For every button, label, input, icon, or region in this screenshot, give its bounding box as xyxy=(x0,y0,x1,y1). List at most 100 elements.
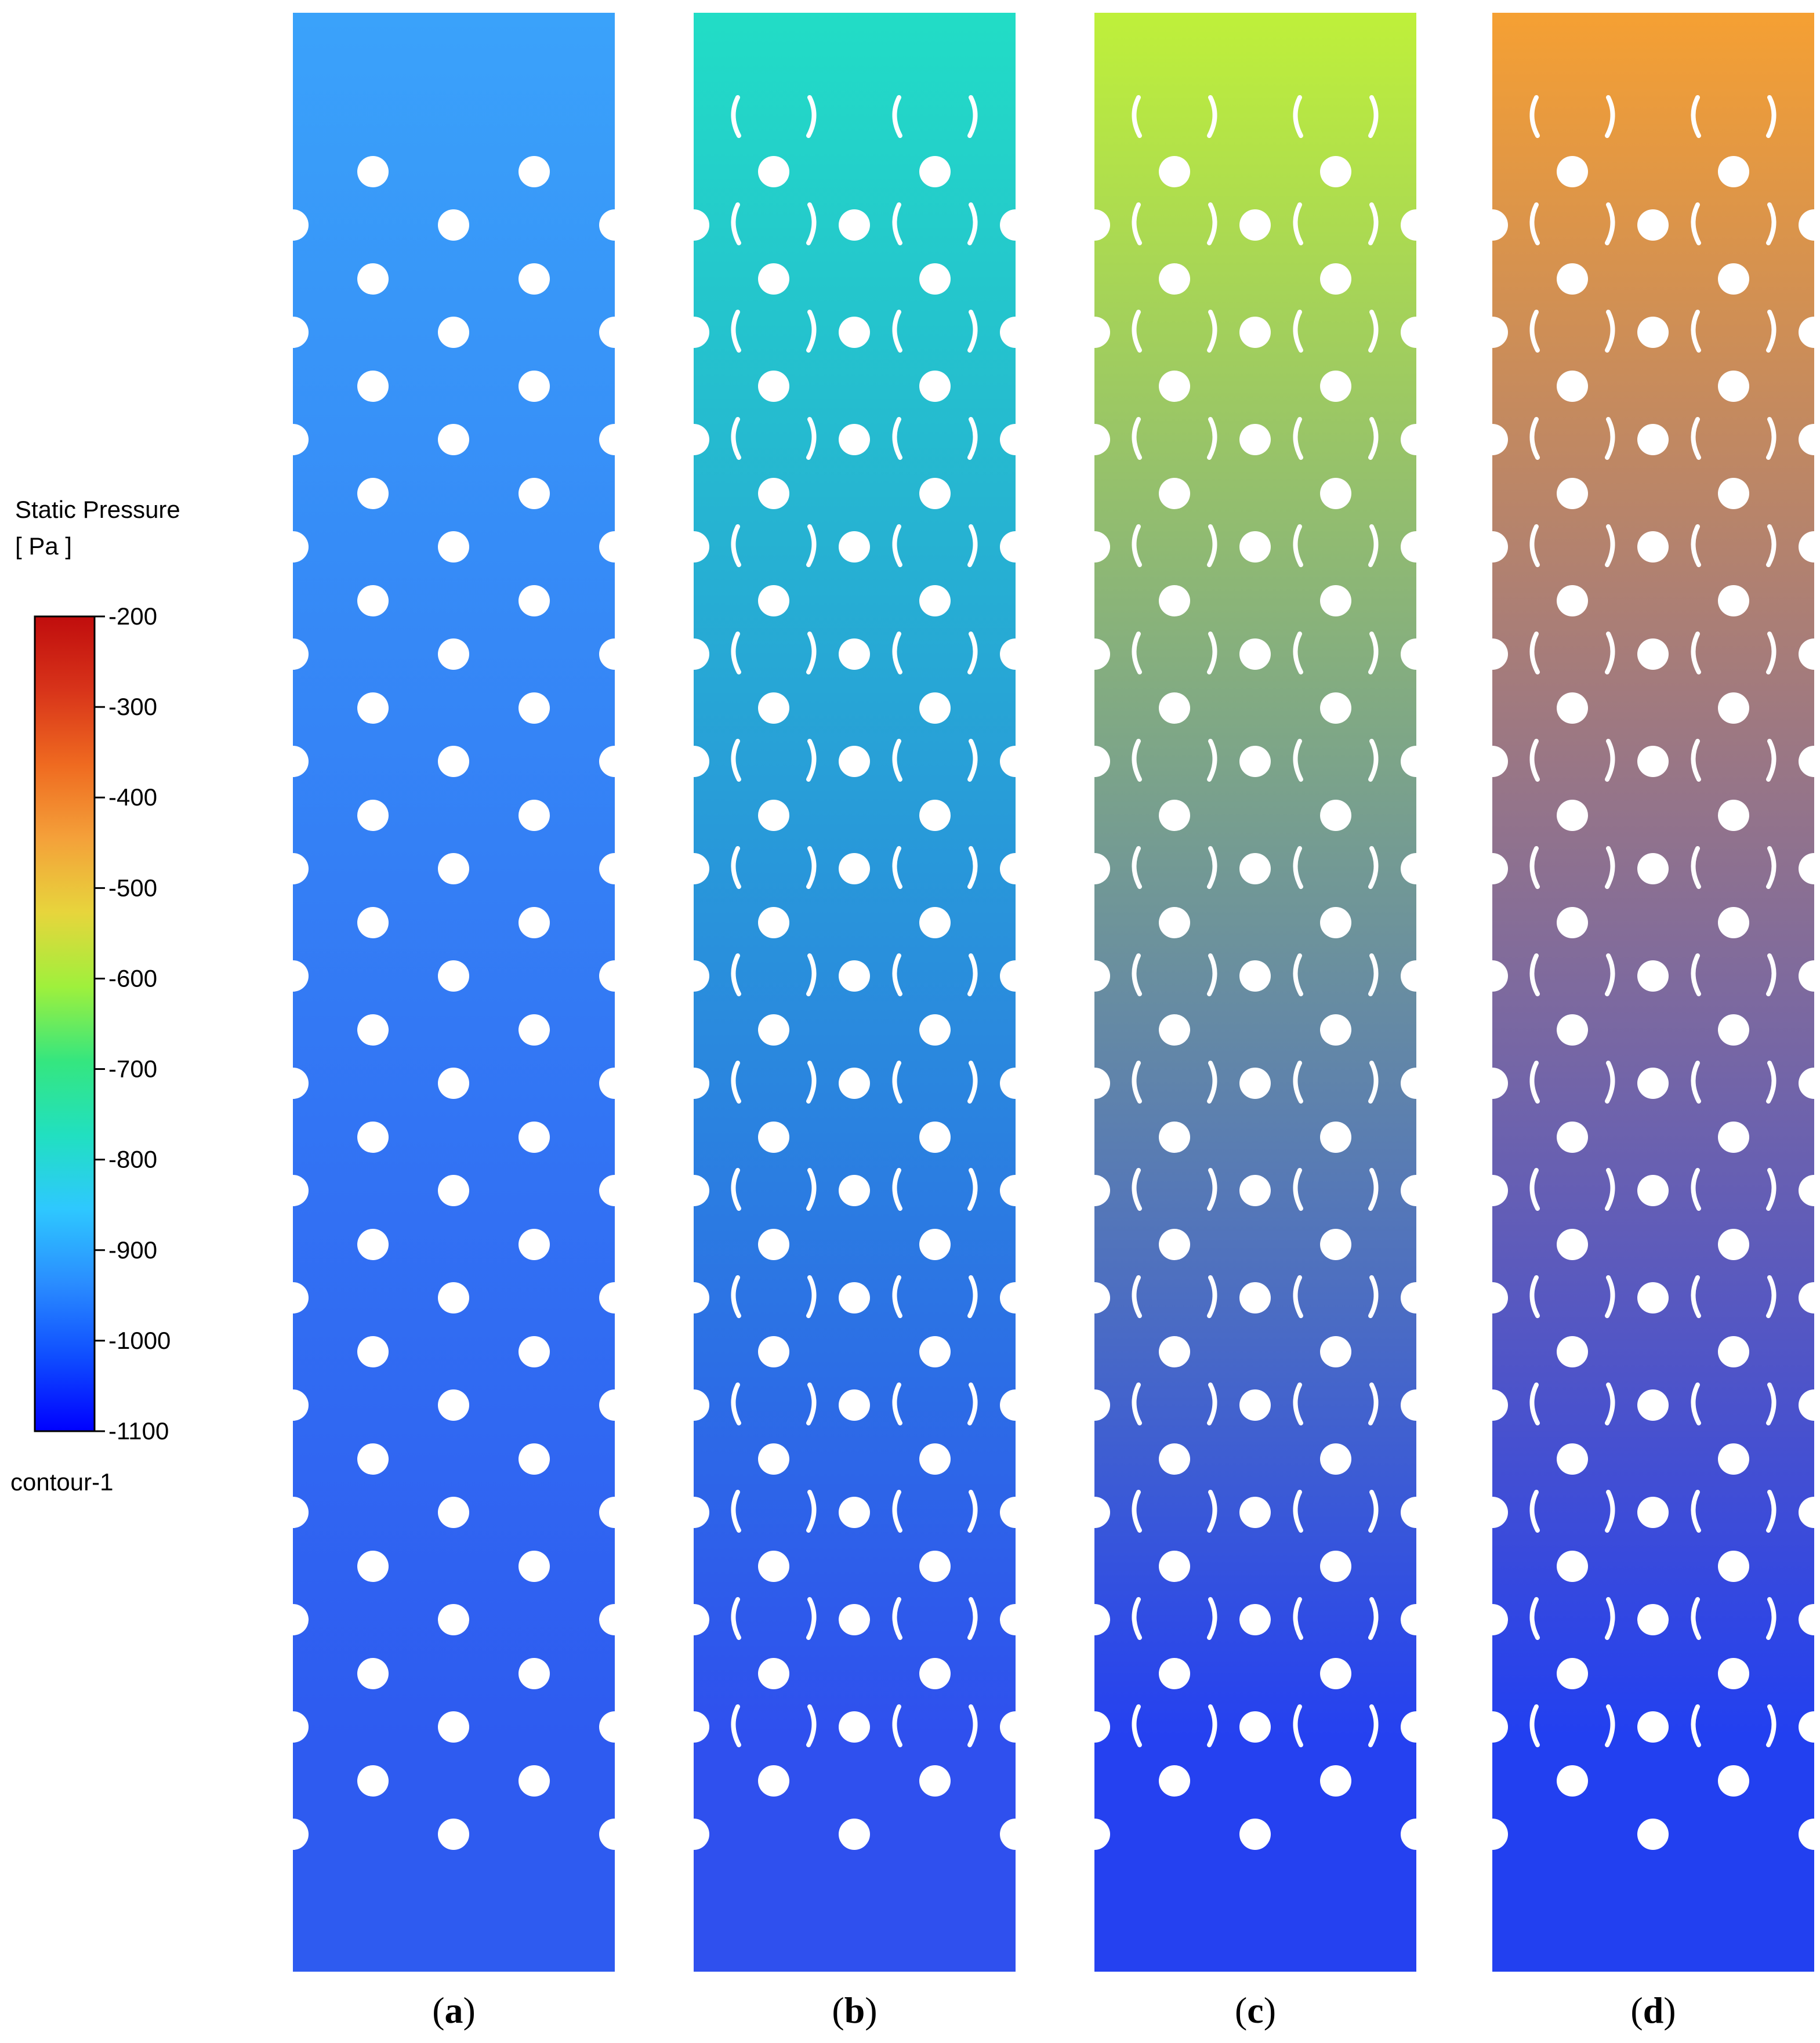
tube xyxy=(1320,1229,1351,1260)
guide-vane xyxy=(892,1061,902,1104)
guide-vane xyxy=(1207,953,1217,996)
guide-vane xyxy=(731,953,741,996)
guide-vane xyxy=(731,524,741,567)
half-tube xyxy=(1401,746,1432,777)
tube xyxy=(1718,1443,1749,1475)
tube xyxy=(357,1229,389,1260)
guide-vane xyxy=(1132,95,1142,138)
guide-vane xyxy=(731,95,741,138)
guide-vane xyxy=(1293,310,1303,353)
guide-vane xyxy=(1605,1061,1615,1104)
tube xyxy=(758,1765,789,1797)
tube xyxy=(839,1711,870,1743)
tube xyxy=(839,317,870,348)
tube xyxy=(357,371,389,402)
colorbar-tick-label: -1000 xyxy=(108,1327,171,1354)
guide-vane xyxy=(806,846,817,889)
colorbar-ticks: -200 -300 -400 -500 -600 -700 -800 -900 -1000 -11… xyxy=(95,603,171,1445)
tube xyxy=(919,692,951,724)
half-tube xyxy=(1477,531,1508,563)
tube xyxy=(758,371,789,402)
tube xyxy=(1159,263,1190,295)
tube xyxy=(1239,746,1271,777)
tube xyxy=(357,800,389,831)
guide-vane xyxy=(1529,1275,1540,1318)
tube xyxy=(1718,1336,1749,1367)
tube xyxy=(1320,1658,1351,1689)
guide-vane xyxy=(1368,1275,1379,1318)
guide-vane xyxy=(1293,1168,1303,1211)
tube xyxy=(1637,960,1669,992)
tube xyxy=(1637,531,1669,563)
half-tube xyxy=(1799,1604,1820,1635)
guide-vane xyxy=(1293,739,1303,782)
half-tube xyxy=(1799,1389,1820,1421)
half-tube xyxy=(1401,1389,1432,1421)
panel-label: (a) xyxy=(432,1990,476,2031)
half-tube xyxy=(1000,1711,1031,1743)
tube xyxy=(357,1551,389,1582)
half-tube xyxy=(678,1604,709,1635)
tube xyxy=(758,585,789,616)
guide-vane xyxy=(1293,632,1303,674)
half-tube xyxy=(277,1282,309,1313)
tube xyxy=(839,1068,870,1099)
tube xyxy=(438,1389,469,1421)
tube xyxy=(1637,1282,1669,1313)
guide-vane xyxy=(1293,417,1303,460)
half-tube xyxy=(599,531,630,563)
tube xyxy=(839,209,870,241)
half-tube xyxy=(1477,1389,1508,1421)
tube xyxy=(1159,478,1190,509)
half-tube xyxy=(678,531,709,563)
tube xyxy=(1239,1282,1271,1313)
guide-vane xyxy=(967,524,978,567)
guide-vane xyxy=(1529,632,1540,674)
guide-vane xyxy=(1368,953,1379,996)
guide-vane xyxy=(1691,1061,1701,1104)
guide-vane xyxy=(1368,632,1379,674)
guide-vane xyxy=(1691,1275,1701,1318)
guide-vane xyxy=(1368,1704,1379,1747)
tube xyxy=(519,1336,550,1367)
half-tube xyxy=(1401,424,1432,455)
guide-vane xyxy=(1132,846,1142,889)
contour-name: contour-1 xyxy=(10,1468,113,1496)
guide-vane xyxy=(1766,95,1777,138)
half-tube xyxy=(277,1175,309,1206)
half-tube xyxy=(1799,209,1820,241)
half-tube xyxy=(1477,1711,1508,1743)
tube xyxy=(758,1122,789,1153)
guide-vane xyxy=(1529,310,1540,353)
tube xyxy=(519,263,550,295)
half-tube xyxy=(1079,1604,1110,1635)
tube xyxy=(839,853,870,884)
half-tube xyxy=(277,853,309,884)
tube xyxy=(1239,424,1271,455)
tube xyxy=(357,692,389,724)
guide-vane xyxy=(806,417,817,460)
guide-vane xyxy=(1529,1382,1540,1425)
colorbar-tick-label: -300 xyxy=(108,693,157,720)
guide-vane xyxy=(806,524,817,567)
half-tube xyxy=(1079,424,1110,455)
half-tube xyxy=(1000,1175,1031,1206)
tube xyxy=(357,478,389,509)
tube xyxy=(1320,1336,1351,1367)
guide-vane xyxy=(892,1490,902,1533)
tube xyxy=(1557,1658,1588,1689)
tube xyxy=(1637,209,1669,241)
tube xyxy=(839,1604,870,1635)
guide-vane xyxy=(1207,417,1217,460)
half-tube xyxy=(599,424,630,455)
guide-vane xyxy=(1293,846,1303,889)
guide-vane xyxy=(1766,846,1777,889)
tube xyxy=(1557,371,1588,402)
guide-vane xyxy=(1368,1061,1379,1104)
half-tube xyxy=(1477,1497,1508,1528)
tube xyxy=(438,1604,469,1635)
tube xyxy=(519,371,550,402)
colorbar-tick-label: -1100 xyxy=(108,1417,169,1445)
tube xyxy=(919,371,951,402)
guide-vane xyxy=(1132,1275,1142,1318)
